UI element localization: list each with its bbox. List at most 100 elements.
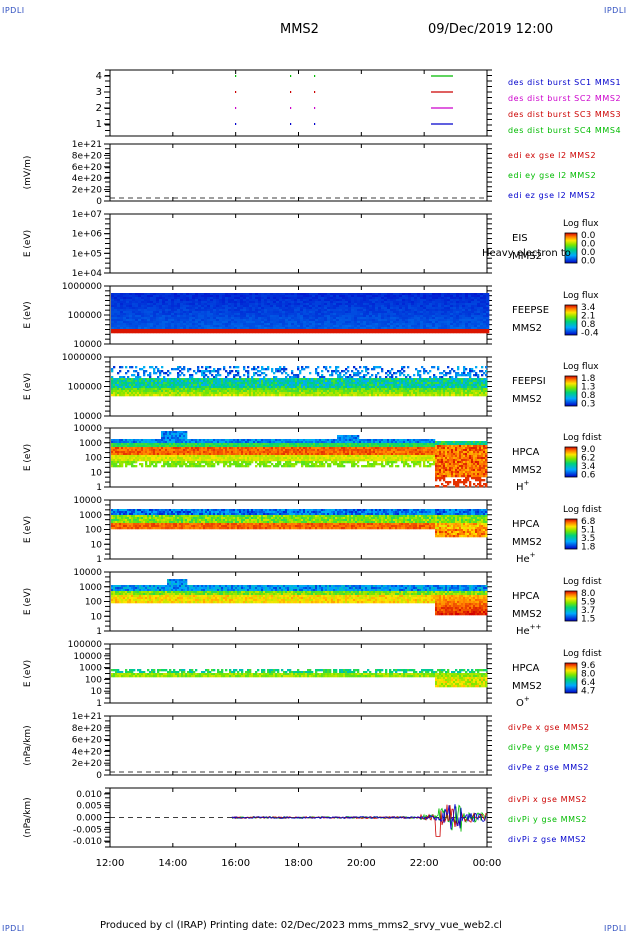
y-tick-label: 1e+21	[72, 712, 102, 722]
instrument-label: HPCA	[512, 447, 540, 458]
time-tick-label: 14:00	[158, 858, 187, 869]
burst-mark	[314, 123, 316, 125]
time-tick-label: 16:00	[221, 858, 250, 869]
y-tick-label: 10000	[73, 496, 102, 506]
colorbar-tick-label: 0.0	[581, 231, 596, 241]
burst-mark	[290, 75, 292, 77]
colorbar	[564, 590, 578, 622]
colorbar	[564, 662, 578, 694]
y-tick-label: 4e+20	[72, 174, 103, 184]
spacecraft-title: MMS2	[280, 22, 319, 37]
y-tick-label: 8e+20	[72, 151, 103, 161]
corner-label-bottom-right: IPDLI	[604, 924, 627, 933]
spacecraft-label: MMS2	[512, 681, 542, 692]
burst-mark	[290, 107, 292, 109]
y-tick-label: 100	[85, 526, 102, 536]
y-tick-label: 0.000	[76, 814, 102, 824]
burst-mark	[235, 91, 237, 93]
colorbar	[564, 304, 578, 336]
colorbar-tick-label: 0.8	[581, 320, 596, 330]
y-tick-label: 10000	[73, 652, 102, 662]
colorbar	[564, 518, 578, 550]
colorbar-tick-label: 2.1	[581, 312, 595, 322]
spectrogram	[111, 509, 488, 538]
colorbar	[564, 446, 578, 478]
burst-mark	[314, 107, 316, 109]
legend-entry: edi ex gse l2 MMS2	[508, 151, 596, 160]
colorbar-tick-label: 6.2	[581, 454, 595, 464]
y-tick-label: 2e+20	[72, 186, 103, 196]
legend-entry: des dist burst SC2 MMS2	[508, 94, 621, 103]
y-tick-label: 2e+20	[72, 759, 103, 769]
panel-frame	[109, 143, 488, 202]
legend-entry: divPe z gse MMS2	[508, 763, 589, 772]
time-tick-label: 00:00	[473, 858, 502, 869]
y-axis-label: E (eV)	[23, 588, 33, 615]
y-tick-label: 1	[96, 627, 102, 637]
colorbar-title: Log fdist	[563, 577, 602, 587]
spectrogram	[111, 366, 488, 397]
y-axis-label: (mV/m)	[23, 156, 33, 190]
y-tick-label: 1e+07	[72, 210, 102, 220]
colorbar-tick-label: 6.8	[581, 517, 596, 527]
spectrogram	[111, 431, 488, 488]
species-label: H+	[516, 479, 530, 493]
corner-label-bottom-left: IPDLI	[2, 924, 25, 933]
y-tick-label: 0.010	[76, 790, 102, 800]
instrument-label: HPCA	[512, 663, 540, 674]
y-tick-label: 10000	[73, 424, 102, 434]
colorbar-tick-label: 5.1	[581, 526, 595, 536]
time-tick-label: 20:00	[347, 858, 376, 869]
burst-mark	[290, 91, 292, 93]
y-axis-label: E (eV)	[23, 660, 33, 687]
time-tick-label: 18:00	[284, 858, 313, 869]
y-tick-label: 100000	[68, 640, 103, 650]
legend-entry: divPe y gse MMS2	[508, 743, 590, 752]
colorbar-title: Log flux	[563, 362, 599, 372]
y-axis-label: E (eV)	[23, 444, 33, 471]
colorbar-tick-label: 6.4	[581, 678, 596, 688]
burst-mark	[235, 75, 237, 77]
y-tick-label: 1e+04	[72, 269, 103, 279]
y-tick-label: 1	[96, 699, 102, 709]
spacecraft-label: MMS2	[512, 323, 542, 334]
colorbar-tick-label: 9.6	[581, 661, 596, 671]
spacecraft-label: MMS2	[512, 251, 542, 262]
burst-mark	[290, 123, 292, 125]
y-tick-label: 3	[96, 87, 102, 98]
colorbar-tick-label: 8.0	[581, 589, 596, 599]
corner-label-top-left: IPDLI	[2, 6, 25, 15]
spacecraft-label: MMS2	[512, 465, 542, 476]
y-axis-label: (nPa/km)	[23, 797, 33, 837]
y-tick-label: 10	[91, 612, 103, 622]
colorbar-title: Log fdist	[563, 505, 602, 515]
y-tick-label: 100	[85, 454, 102, 464]
species-label: O+	[516, 695, 530, 709]
colorbar-tick-label: 0.8	[581, 391, 596, 401]
y-axis-label: (nPa/km)	[23, 725, 33, 765]
burst-mark	[235, 123, 237, 125]
colorbar-title: Log flux	[563, 219, 599, 229]
colorbar-tick-label: 0.0	[581, 240, 596, 250]
colorbar-tick-label: 8.0	[581, 670, 596, 680]
colorbar-tick-label: 1.3	[581, 383, 595, 393]
colorbar-tick-label: 0.0	[581, 257, 596, 267]
y-tick-label: 2	[96, 103, 102, 114]
spacecraft-label: MMS2	[512, 537, 542, 548]
y-tick-label: 4	[96, 71, 102, 82]
colorbar-tick-label: 9.0	[581, 445, 596, 455]
colorbar-tick-label: 1.5	[581, 615, 595, 625]
y-tick-label: 100000	[68, 383, 103, 393]
y-tick-label: 1000	[79, 664, 102, 674]
y-tick-label: 0	[96, 771, 102, 781]
y-tick-label: 4e+20	[72, 747, 103, 757]
datetime-title: 09/Dec/2019 12:00	[428, 22, 554, 37]
divpi-trace	[231, 804, 487, 837]
y-tick-label: -0.010	[73, 837, 102, 847]
y-tick-label: 1000	[79, 439, 102, 449]
panel-frame	[109, 499, 488, 560]
legend-entry: divPi z gse MMS2	[508, 835, 586, 844]
panel-frame	[109, 69, 488, 137]
y-tick-label: 10	[91, 468, 103, 478]
spacecraft-label: MMS2	[512, 394, 542, 405]
